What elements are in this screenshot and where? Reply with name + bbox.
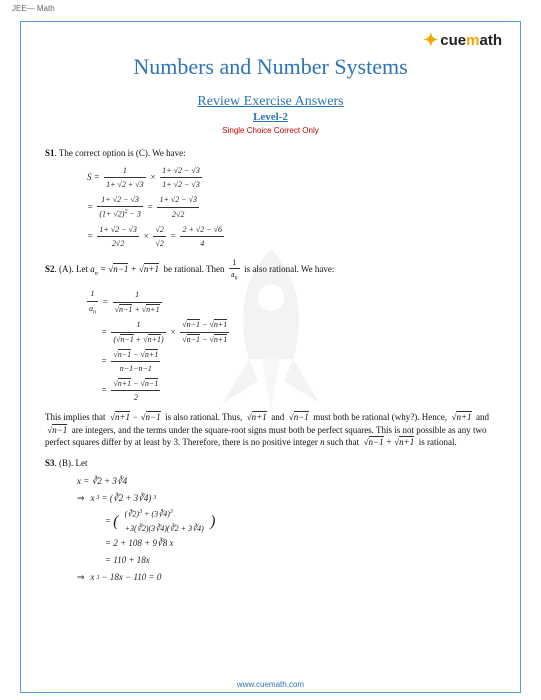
subtitle-link[interactable]: Review Exercise Answers xyxy=(45,94,496,110)
logo-suffix: ath xyxy=(480,32,503,49)
logo-prefix: cue xyxy=(440,32,466,49)
s3-intro-text: . (B). Let xyxy=(55,458,88,468)
s2-math: 1an = 1√n−1 + √n+1 = 1(√n−1 + √n+1) × √n… xyxy=(87,287,496,405)
s1-intro: S1. The correct option is (C). We have: xyxy=(45,147,496,160)
s3-intro: S3. (B). Let xyxy=(45,457,496,470)
s2-intro: S2. (A). Let an = √n−1 + √n+1 be rationa… xyxy=(45,257,496,283)
s1-label: S1 xyxy=(45,148,55,158)
page-title: Numbers and Number Systems xyxy=(45,54,496,80)
page-frame: ✦ cuemath Numbers and Number Systems Rev… xyxy=(20,21,521,693)
s3-math: x = ∛2 + 3∛4 ⇒ x3 = (∛2 + 3∛4)3 = ( (∛2)… xyxy=(77,473,496,586)
s2-conclusion: This implies that √n+1 − √n−1 is also ra… xyxy=(45,411,496,449)
level-label: Level-2 xyxy=(45,111,496,123)
single-choice-label: Single Choice Correct Only xyxy=(45,126,496,135)
s3-label: S3 xyxy=(45,458,55,468)
s1-math: S = 11+ √2 + √3 × 1+ √2 − √31+ √2 − √3 =… xyxy=(87,164,496,251)
s1-intro-text: . The correct option is (C). We have: xyxy=(55,148,186,158)
star-icon: ✦ xyxy=(423,30,438,51)
brand-logo: ✦ cuemath xyxy=(423,30,502,51)
s2-intro-c: be rational. Then 1an is also rational. … xyxy=(159,264,334,274)
footer-link[interactable]: www.cuemath.com xyxy=(21,680,520,689)
s2-label: S2 xyxy=(45,264,55,274)
logo-accent: m xyxy=(466,32,479,49)
s2-intro-a: . (A). Let xyxy=(55,264,91,274)
doc-header: JEE— Math xyxy=(0,0,541,17)
